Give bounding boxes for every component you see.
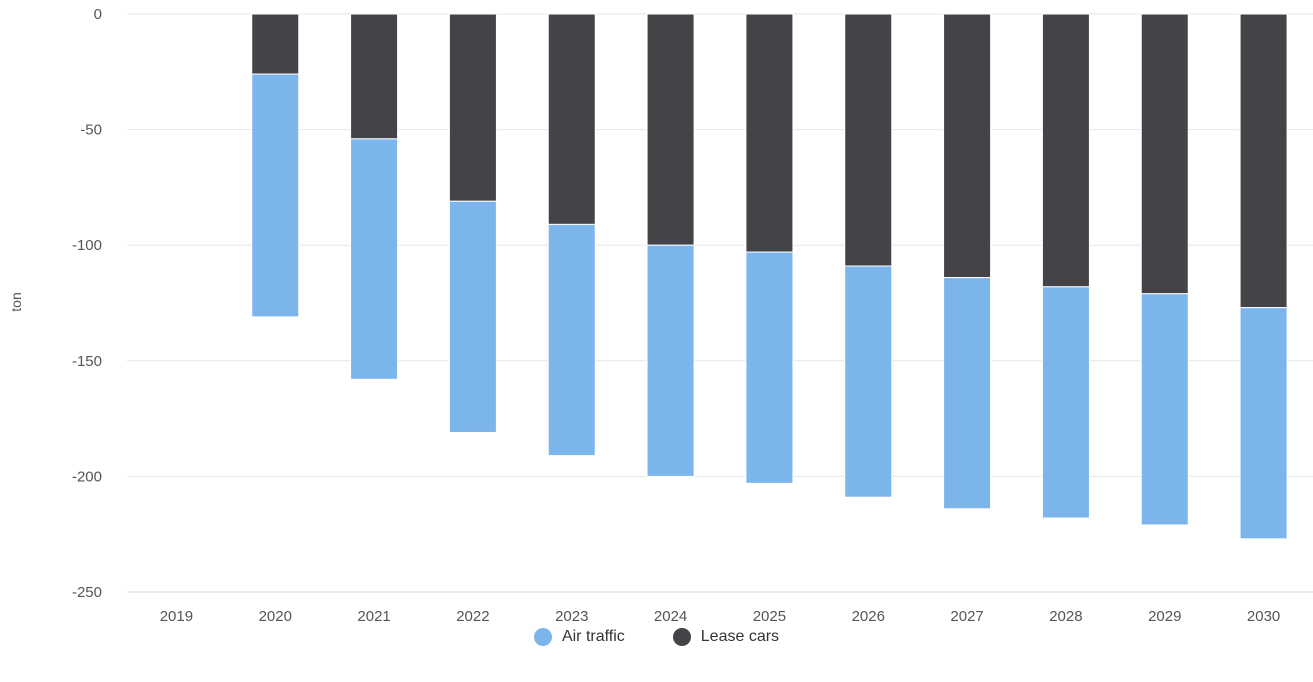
bar-air-traffic[interactable] xyxy=(251,73,300,318)
y-axis-tick-labels: 0 -50 -100 -150 -200 -250 xyxy=(72,6,102,601)
bar-air-traffic[interactable] xyxy=(547,223,596,457)
x-tick-label: 2020 xyxy=(259,608,292,625)
x-tick-label: 2021 xyxy=(357,608,390,625)
legend: Air traffic Lease cars xyxy=(0,628,1313,646)
bar-lease-cars[interactable] xyxy=(1239,13,1288,309)
x-tick-label: 2028 xyxy=(1049,608,1082,625)
x-axis-tick-labels: 2019 2020 2021 2022 2023 2024 2025 2026 2027 2028… xyxy=(160,608,1281,625)
y-tick-label: -250 xyxy=(72,584,102,601)
x-tick-label: 2025 xyxy=(753,608,786,625)
bar-lease-cars[interactable] xyxy=(745,13,794,253)
bar-lease-cars[interactable] xyxy=(251,13,300,75)
y-tick-label: -200 xyxy=(72,468,102,485)
bar-air-traffic[interactable] xyxy=(1239,307,1288,540)
bar-air-traffic[interactable] xyxy=(448,200,497,433)
bar-air-traffic[interactable] xyxy=(844,265,893,498)
y-tick-label: 0 xyxy=(94,6,102,23)
legend-label-air-traffic: Air traffic xyxy=(561,628,625,645)
x-tick-label: 2029 xyxy=(1148,608,1181,625)
bar-lease-cars[interactable] xyxy=(844,13,893,267)
bar-lease-cars[interactable] xyxy=(547,13,596,225)
legend-swatch-lease-cars xyxy=(672,628,691,646)
bar-air-traffic[interactable] xyxy=(646,244,695,477)
bars xyxy=(251,13,1288,540)
x-tick-label: 2027 xyxy=(950,608,983,625)
bar-air-traffic[interactable] xyxy=(943,277,992,510)
y-axis-title: ton xyxy=(8,292,24,311)
bar-air-traffic[interactable] xyxy=(745,251,794,484)
x-tick-label: 2019 xyxy=(160,608,193,625)
legend-swatch-air-traffic xyxy=(533,628,552,646)
bar-lease-cars[interactable] xyxy=(448,13,497,202)
gridlines xyxy=(127,13,1313,477)
y-tick-label: -100 xyxy=(72,237,102,254)
bar-air-traffic[interactable] xyxy=(1041,286,1090,519)
bar-lease-cars[interactable] xyxy=(350,13,399,140)
bar-lease-cars[interactable] xyxy=(646,13,695,246)
legend-item-lease-cars[interactable]: Lease cars xyxy=(672,628,780,646)
legend-item-air-traffic[interactable]: Air traffic xyxy=(533,628,625,646)
x-tick-label: 2023 xyxy=(555,608,588,625)
bar-lease-cars[interactable] xyxy=(943,13,992,279)
x-tick-label: 2022 xyxy=(456,608,489,625)
x-tick-label: 2030 xyxy=(1247,608,1280,625)
bar-air-traffic[interactable] xyxy=(1140,293,1189,526)
bar-lease-cars[interactable] xyxy=(1041,13,1090,288)
bar-air-traffic[interactable] xyxy=(350,138,399,380)
legend-label-lease-cars: Lease cars xyxy=(700,628,780,645)
bar-lease-cars[interactable] xyxy=(1140,13,1189,295)
x-tick-label: 2026 xyxy=(852,608,885,625)
y-tick-label: -50 xyxy=(80,122,102,139)
y-tick-label: -150 xyxy=(72,353,102,370)
x-tick-label: 2024 xyxy=(654,608,687,625)
